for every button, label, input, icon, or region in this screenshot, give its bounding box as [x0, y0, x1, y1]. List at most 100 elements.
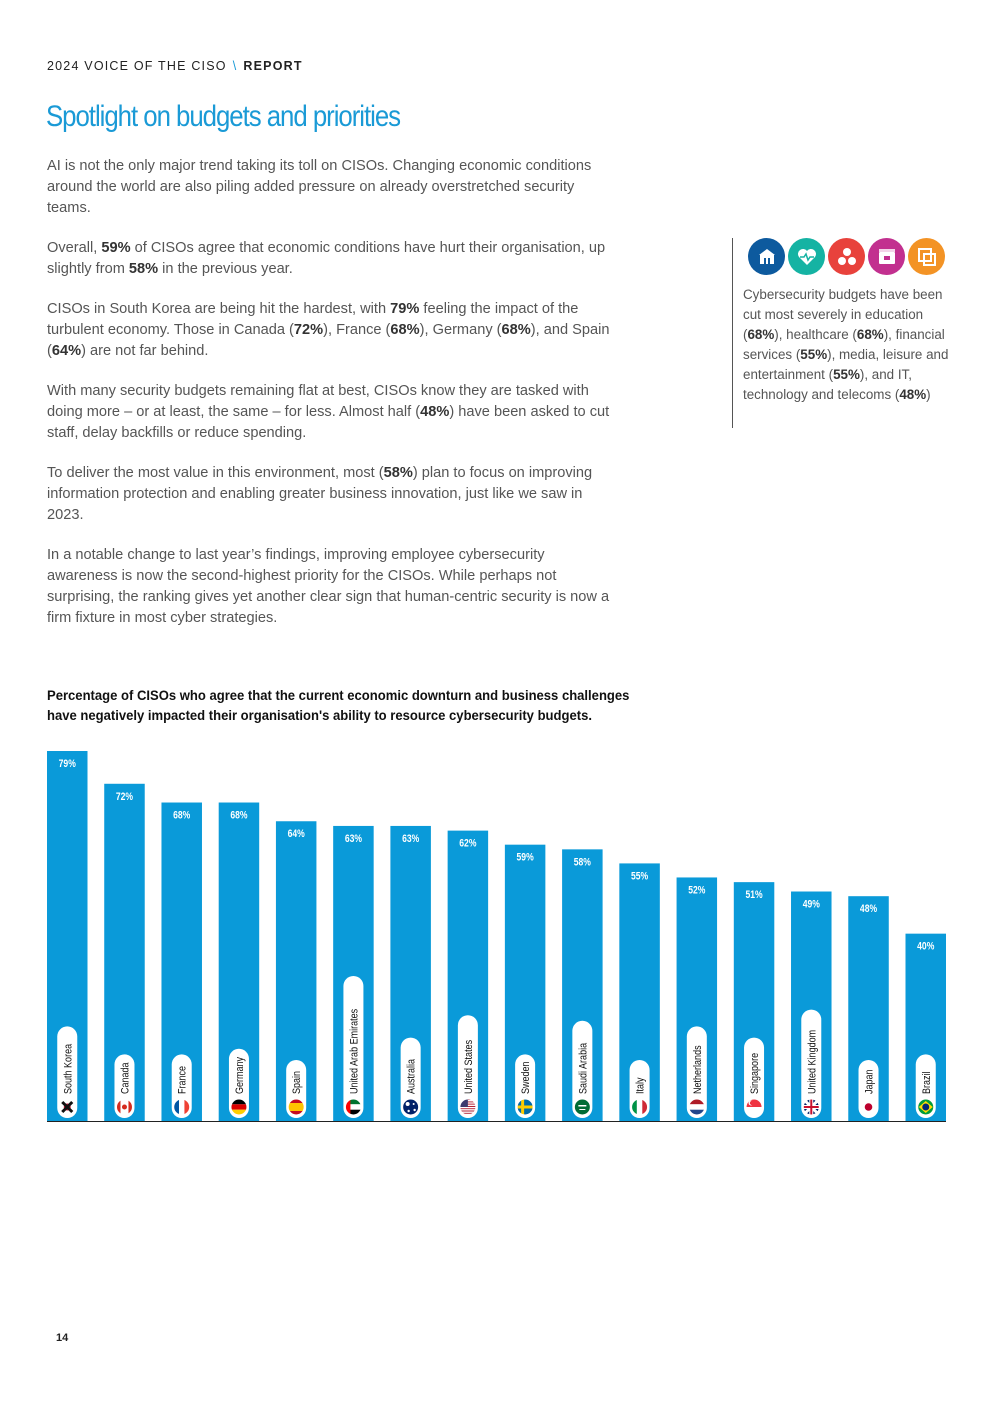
bar [848, 896, 889, 1121]
country-label-pill [286, 1060, 307, 1118]
page-title: Spotlight on budgets and priorities [46, 100, 401, 133]
bar-value-label: 40% [917, 941, 934, 953]
country-label-pill [686, 1026, 707, 1118]
japan-flag-icon [860, 1098, 878, 1116]
bar-value-label: 52% [688, 885, 705, 897]
bar-value-label: 48% [860, 903, 877, 915]
country-label-pill [57, 1026, 78, 1118]
france-flag-icon [173, 1098, 191, 1116]
chart-title: Percentage of CISOs who agree that the c… [47, 688, 630, 724]
bar [562, 849, 603, 1121]
body-text: AI is not the only major trend taking it… [47, 156, 617, 648]
report-header: 2024 VOICE OF THE CISO \ REPORT [47, 59, 303, 73]
country-label: South Korea [63, 1044, 75, 1094]
bar [275, 821, 317, 1121]
bar-value-label: 63% [345, 833, 362, 845]
country-label-pill [457, 1015, 478, 1118]
bar [390, 825, 431, 1121]
bar [905, 933, 946, 1121]
bar-value-label: 68% [173, 810, 190, 822]
bar [218, 802, 260, 1121]
country-label-pill [114, 1054, 135, 1118]
bar-value-label: 79% [59, 758, 76, 770]
header-separator: \ [232, 59, 238, 73]
bar-value-label: 49% [803, 899, 820, 911]
country-label-pill [629, 1060, 650, 1118]
country-label: Canada [120, 1062, 132, 1094]
country-label-pill [915, 1054, 936, 1118]
south-korea-flag-icon [58, 1098, 76, 1116]
report-name: 2024 VOICE OF THE CISO [47, 59, 227, 73]
canada-flag-icon [115, 1098, 133, 1116]
uae-flag-icon [344, 1098, 362, 1116]
saudi-arabia-flag-icon [573, 1098, 591, 1116]
media-icon [868, 238, 905, 275]
paragraph: To deliver the most value in this enviro… [47, 465, 593, 523]
bar [333, 825, 374, 1121]
bar-value-label: 64% [288, 828, 305, 840]
sweden-flag-icon [516, 1098, 534, 1116]
education-icon [748, 238, 785, 275]
country-label: Spain [291, 1071, 303, 1094]
healthcare-icon [788, 238, 825, 275]
country-label-pill [858, 1060, 879, 1118]
country-label: Italy [635, 1077, 647, 1094]
country-label: Netherlands [692, 1045, 704, 1094]
country-label-pill [515, 1054, 536, 1118]
report-label: REPORT [243, 59, 303, 73]
country-label: Saudi Arabia [578, 1043, 590, 1094]
country-label-pill [744, 1037, 765, 1118]
country-label: United Kingdom [807, 1030, 819, 1094]
country-label-pill [400, 1037, 421, 1118]
country-label: Japan [864, 1069, 876, 1094]
bar [447, 830, 489, 1121]
country-label-pill [228, 1048, 249, 1118]
uk-flag-icon [802, 1098, 820, 1116]
country-label: Germany [234, 1057, 246, 1094]
bar [161, 802, 202, 1121]
bar-value-label: 58% [574, 856, 591, 868]
bar-value-label: 59% [517, 852, 534, 864]
spain-flag-icon [287, 1098, 305, 1116]
bar-value-label: 72% [116, 791, 133, 803]
bar [504, 844, 546, 1121]
paragraph: Overall, 59% of CISOs agree that economi… [47, 240, 606, 277]
country-label: Australia [406, 1059, 418, 1094]
australia-flag-icon [402, 1098, 420, 1116]
bar-value-label: 62% [459, 838, 476, 850]
country-label: Brazil [921, 1071, 933, 1094]
sector-icons [748, 238, 945, 275]
bar [47, 751, 88, 1121]
sidebar-text: Cybersecurity budgets have been cut most… [743, 287, 949, 402]
netherlands-flag-icon [688, 1098, 706, 1116]
it-technology-icon [908, 238, 945, 275]
bar [104, 783, 145, 1121]
bar-value-label: 55% [631, 870, 648, 882]
brazil-flag-icon [917, 1098, 935, 1116]
country-label-pill [572, 1020, 593, 1118]
bar [619, 863, 660, 1121]
bar-value-label: 68% [230, 810, 247, 822]
country-label: United States [463, 1040, 475, 1094]
bar [676, 877, 718, 1121]
page-number: 14 [56, 1332, 69, 1344]
paragraph: In a notable change to last year’s findi… [47, 547, 610, 626]
singapore-flag-icon [745, 1098, 763, 1116]
country-label: Sweden [520, 1061, 532, 1094]
paragraph: With many security budgets remaining fla… [47, 383, 610, 441]
country-label-pill [801, 1009, 822, 1118]
paragraph: AI is not the only major trend taking it… [47, 158, 592, 216]
country-label: Singapore [749, 1053, 761, 1094]
country-label-pill [171, 1054, 192, 1118]
country-label-pill [343, 976, 364, 1118]
country-label: France [177, 1066, 189, 1094]
germany-flag-icon [230, 1098, 248, 1116]
sidebar-callout: Cybersecurity budgets have been cut most… [732, 238, 948, 428]
bar [733, 882, 775, 1121]
bar-value-label: 51% [745, 889, 762, 901]
usa-flag-icon [459, 1098, 477, 1116]
financial-services-icon [828, 238, 865, 275]
italy-flag-icon [631, 1098, 649, 1116]
bar [791, 891, 832, 1121]
paragraph: CISOs in South Korea are being hit the h… [47, 301, 610, 359]
